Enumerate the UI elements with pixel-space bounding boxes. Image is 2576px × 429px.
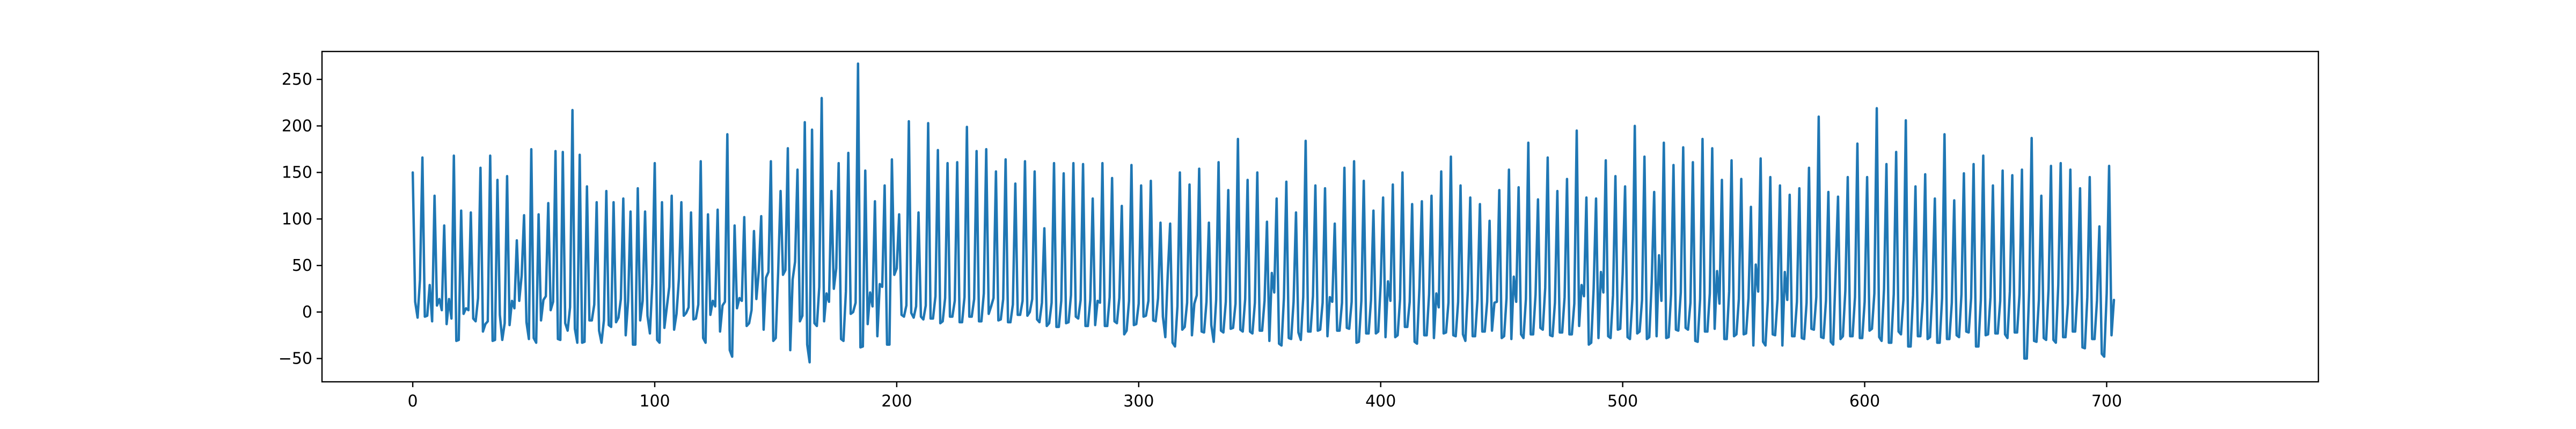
- x-tick-label: 400: [1365, 392, 1396, 411]
- axes: 0 100 200 300 400 500 600 700 −50 0 50 100 150 200 250: [279, 50, 2319, 411]
- x-tick-label: 600: [1849, 392, 1880, 411]
- x-tick-label: 200: [881, 392, 912, 411]
- series-line-0: [411, 62, 2116, 364]
- x-tick-label: 100: [639, 392, 670, 411]
- y-tick-label: 150: [282, 164, 312, 182]
- x-tick-label: 300: [1123, 392, 1154, 411]
- x-tick-label: 700: [2091, 392, 2122, 411]
- y-tick-label: 0: [302, 303, 312, 322]
- x-tick-label: 0: [408, 392, 418, 411]
- y-tick-label: 200: [282, 117, 312, 136]
- y-tick-label: −50: [279, 350, 312, 368]
- axes-frame: [321, 50, 2319, 383]
- y-tick-label: 100: [282, 210, 312, 228]
- y-tick-label: 50: [292, 256, 312, 275]
- x-tick-label: 500: [1607, 392, 1638, 411]
- y-tick-label: 250: [282, 70, 312, 89]
- plot-area: [411, 62, 2116, 364]
